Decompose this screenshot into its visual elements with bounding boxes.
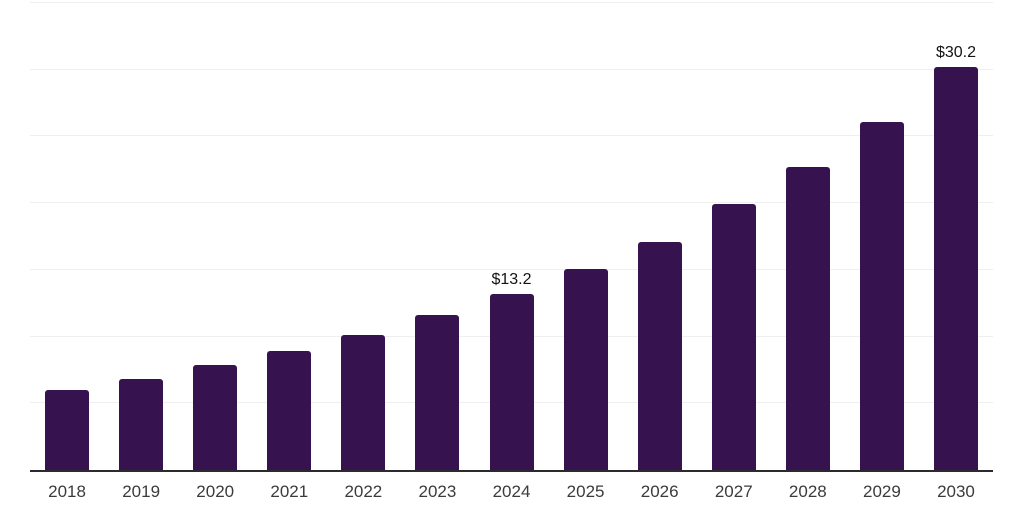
bar-2022 [341,335,386,470]
bar-2020 [193,364,238,470]
bar-2019 [119,379,164,470]
x-tick-2019: 2019 [122,482,161,501]
bar-2023 [415,315,460,470]
bar-2024 [489,293,534,470]
gridline-20 [30,202,993,204]
x-tick-2022: 2022 [344,482,383,501]
x-tick-2020: 2020 [196,482,235,501]
bar-value-label-2030: $30.2 [935,44,976,62]
x-tick-2026: 2026 [640,482,679,501]
bars-row: $13.2 $30.2 [30,3,993,470]
gridline-15 [30,268,993,270]
plot-area: $13.2 $30.2 [30,2,993,472]
bar-2018 [45,389,90,470]
bar-2028 [785,167,830,470]
gridline-30 [30,68,993,70]
bar-2029 [859,121,904,470]
bar-cell-2019 [104,3,178,470]
x-tick-2021: 2021 [270,482,309,501]
bar-cell-2029 [845,3,919,470]
bar-cell-2018 [30,3,104,470]
bar-2021 [267,351,312,470]
bar-cell-2022 [326,3,400,470]
bar-cell-2028 [771,3,845,470]
x-tick-2027: 2027 [714,482,753,501]
bar-cell-2021 [252,3,326,470]
x-tick-2029: 2029 [862,482,901,501]
bar-cell-2024: $13.2 [474,3,548,470]
x-tick-2030: 2030 [937,482,975,501]
gridline-25 [30,135,993,137]
x-tick-2018: 2018 [48,482,86,501]
x-tick-2024: 2024 [492,482,531,501]
bar-2026 [637,241,682,470]
bar-cell-2025 [549,3,623,470]
bar-cell-2023 [400,3,474,470]
x-tick-2028: 2028 [788,482,827,501]
x-tick-2025: 2025 [566,482,605,501]
x-axis-tick-labels: 2018 2019 2020 2021 2022 2023 2024 2025 2026 2027… [30,482,993,502]
bar-2025 [563,268,608,470]
bar-2027 [711,204,756,470]
bar-cell-2020 [178,3,252,470]
bar-cell-2026 [623,3,697,470]
x-tick-2023: 2023 [418,482,457,501]
bar-cell-2027 [697,3,771,470]
x-axis-line [30,470,993,472]
bar-value-label-2024: $13.2 [491,270,532,288]
gridline-35 [30,2,993,3]
bar-cell-2030: $30.2 [919,3,993,470]
bar-2030 [933,67,978,470]
